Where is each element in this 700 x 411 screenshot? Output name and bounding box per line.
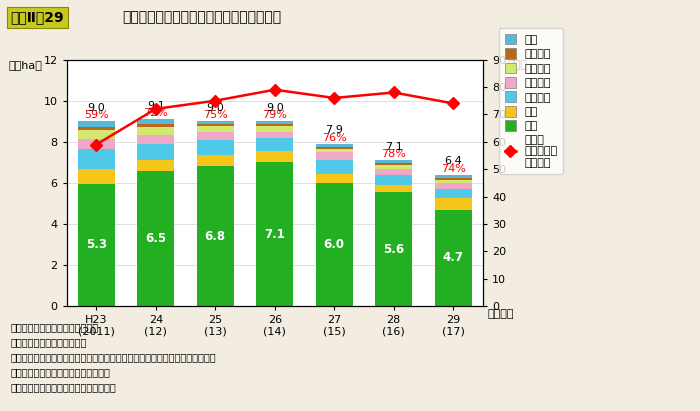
Bar <box>137 160 174 171</box>
Text: 72%: 72% <box>144 108 168 118</box>
Bar <box>78 127 115 130</box>
Text: 7.9: 7.9 <box>326 125 343 135</box>
Text: 59%: 59% <box>84 110 108 120</box>
Text: 6.5: 6.5 <box>145 232 167 245</box>
Bar <box>197 166 234 306</box>
Text: 資料Ⅱ－29: 資料Ⅱ－29 <box>10 10 64 24</box>
Text: （年度）: （年度） <box>488 309 514 319</box>
Bar <box>197 155 234 166</box>
Bar <box>197 121 234 125</box>
Text: 9.0: 9.0 <box>266 103 284 113</box>
Bar <box>197 132 234 140</box>
Y-axis label: （千ha）: （千ha） <box>8 60 42 69</box>
Bar <box>435 198 472 210</box>
Text: 9.0: 9.0 <box>206 103 224 113</box>
Bar <box>256 124 293 126</box>
Text: 79%: 79% <box>262 110 287 120</box>
Legend: サル, ノウサギ, イノシシ, カモシカ, ノネズミ, クマ, シカ, シカの
占める割合
（右軸）: サル, ノウサギ, イノシシ, カモシカ, ノネズミ, クマ, シカ, シカの … <box>499 28 564 173</box>
Text: 注１：国有林及び民有林の合計。
　２：森林及び苗畿の被害。
　３：数値は、森林管理局及び都道府県からの報告に基づき、集計したもの。
　４：計の不一致は四捨五入に: 注１：国有林及び民有林の合計。 ２：森林及び苗畿の被害。 ３：数値は、森林管理局… <box>10 323 216 392</box>
Text: 6.0: 6.0 <box>323 238 344 251</box>
Bar <box>316 160 353 173</box>
Bar <box>435 180 472 183</box>
Bar <box>316 149 353 152</box>
Text: 74%: 74% <box>441 164 466 173</box>
Bar <box>137 119 174 125</box>
Bar <box>435 210 472 306</box>
Bar <box>316 144 353 147</box>
Bar <box>316 173 353 183</box>
Bar <box>197 125 234 126</box>
Text: 6.4: 6.4 <box>444 156 462 166</box>
Text: 5.6: 5.6 <box>383 242 405 256</box>
Text: 6.8: 6.8 <box>204 230 226 243</box>
Bar <box>435 175 472 178</box>
Bar <box>137 135 174 144</box>
Bar <box>78 130 115 139</box>
Bar <box>435 178 472 180</box>
Text: 7.1: 7.1 <box>385 142 402 152</box>
Bar <box>256 132 293 138</box>
Text: 78%: 78% <box>382 149 406 159</box>
Bar <box>137 171 174 306</box>
Bar <box>375 185 412 192</box>
Bar <box>256 151 293 162</box>
Text: 76%: 76% <box>322 133 346 143</box>
Text: 5.3: 5.3 <box>85 238 106 252</box>
Bar <box>256 121 293 124</box>
Bar <box>375 165 412 169</box>
Bar <box>256 138 293 151</box>
Bar <box>316 147 353 149</box>
Bar <box>375 192 412 306</box>
Bar <box>256 126 293 132</box>
Bar <box>375 169 412 175</box>
Bar <box>435 189 472 199</box>
Bar <box>78 121 115 127</box>
Bar <box>375 163 412 165</box>
Text: 9.0: 9.0 <box>88 103 105 113</box>
Text: 75%: 75% <box>203 110 228 120</box>
Bar <box>78 184 115 306</box>
Bar <box>137 144 174 160</box>
Bar <box>78 139 115 149</box>
Bar <box>197 140 234 155</box>
Bar <box>375 160 412 163</box>
Bar <box>197 126 234 132</box>
Bar <box>137 125 174 127</box>
Bar <box>137 127 174 135</box>
Bar <box>78 149 115 169</box>
Bar <box>316 152 353 160</box>
Bar <box>435 183 472 189</box>
Bar <box>316 183 353 306</box>
Bar <box>78 169 115 184</box>
Bar <box>375 175 412 185</box>
Text: 4.7: 4.7 <box>442 252 463 264</box>
Y-axis label: （％）: （％） <box>508 60 527 69</box>
Text: 9.1: 9.1 <box>147 101 164 111</box>
Text: 主要な野生鳥獣による森林被害面積の推移: 主要な野生鳥獣による森林被害面積の推移 <box>122 10 281 24</box>
Bar <box>256 162 293 306</box>
Text: 7.1: 7.1 <box>265 228 285 240</box>
